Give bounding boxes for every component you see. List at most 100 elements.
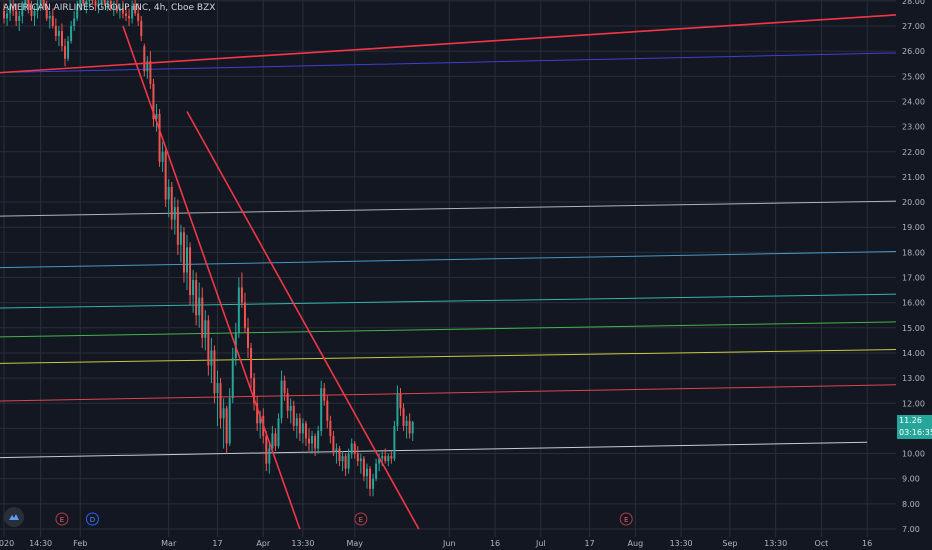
chart-grid: [0, 0, 896, 537]
candle-body: [70, 26, 73, 42]
candle-body: [6, 13, 9, 19]
y-tick-label: 26.00: [902, 47, 925, 56]
candle-body: [182, 232, 185, 273]
candle-body: [381, 456, 384, 459]
y-tick-label: 24.00: [902, 97, 925, 106]
price-scale[interactable]: [896, 0, 932, 550]
candle-body: [237, 287, 240, 333]
event-marker[interactable]: [354, 512, 368, 526]
countdown-badge: 03:16:35: [897, 426, 932, 439]
y-tick-label: 7.00: [902, 525, 920, 534]
candle-body: [143, 46, 146, 72]
candle-body: [18, 15, 21, 21]
time-scale[interactable]: [0, 537, 932, 550]
candle-body: [24, 0, 27, 4]
candle-body: [33, 10, 36, 16]
candle-body: [372, 478, 375, 489]
level-line[interactable]: [0, 321, 920, 338]
trend-line[interactable]: [0, 12, 920, 76]
x-axis-labels: 2020 14:30 Feb Mar 17 Apr 13:30 May Jun 16 Jul 17 Au…: [0, 539, 872, 548]
x-tick-label: 2020: [0, 539, 14, 548]
candle-body: [195, 280, 198, 316]
candles: [3, 0, 414, 497]
event-marker[interactable]: [85, 512, 99, 526]
x-tick-label: Aug: [628, 539, 644, 548]
candle-body: [64, 46, 66, 59]
candle-body: [137, 13, 140, 21]
candle-body: [198, 297, 201, 316]
candle-body: [399, 393, 402, 409]
candle-body: [231, 357, 234, 399]
y-tick-label: 9.00: [902, 475, 920, 484]
candle-body: [21, 3, 24, 16]
candle-body: [149, 61, 152, 84]
candle-body: [283, 380, 286, 394]
trend-line[interactable]: [122, 25, 301, 530]
candle-body: [186, 247, 188, 273]
candle-body: [259, 415, 262, 424]
candle-body: [91, 0, 94, 1]
candle-body: [36, 3, 39, 11]
level-line[interactable]: [0, 200, 920, 217]
symbol-title: AMERICAN AIRLINES GROUP INC, 4h, Cboe BZ…: [3, 3, 216, 13]
candle-body: [332, 435, 335, 452]
candle-body: [323, 388, 326, 401]
candle-body: [289, 405, 292, 411]
candle-body: [277, 418, 280, 447]
x-tick-label: Oct: [814, 539, 828, 548]
candle-body: [314, 435, 317, 449]
y-tick-label: 12.00: [902, 399, 925, 408]
candle-body: [140, 20, 143, 37]
event-marker[interactable]: [55, 512, 69, 526]
trend-lines: [0, 12, 920, 530]
candle-body: [158, 114, 161, 162]
x-tick-label: 13:30: [291, 539, 314, 548]
candle-body: [51, 15, 54, 26]
candle-body: [265, 435, 268, 464]
candle-body: [308, 438, 310, 444]
candle-body: [405, 420, 408, 426]
y-tick-label: 25.00: [902, 72, 925, 81]
candle-body: [256, 403, 259, 424]
x-tick-label: 17: [585, 539, 595, 548]
candle-body: [369, 468, 371, 489]
candle-body: [292, 405, 295, 426]
candle-body: [118, 8, 121, 11]
candle-body: [219, 383, 222, 419]
candle-body: [121, 8, 124, 14]
last-price-badge: 11.26: [897, 414, 932, 427]
candle-body: [12, 5, 15, 11]
candle-body: [189, 247, 192, 296]
y-tick-label: 8.00: [902, 500, 920, 509]
candle-body: [402, 408, 405, 426]
tradingview-logo-icon[interactable]: [4, 507, 24, 527]
y-tick-label: 20.00: [902, 198, 925, 207]
candle-body: [88, 0, 91, 1]
y-tick-label: 18.00: [902, 248, 925, 257]
y-tick-label: 27.00: [902, 22, 925, 31]
candle-body: [201, 297, 204, 338]
level-line[interactable]: [0, 293, 920, 309]
event-marker-label: D: [90, 516, 95, 524]
level-line[interactable]: [0, 51, 920, 74]
candle-body: [222, 408, 225, 419]
level-line[interactable]: [0, 383, 920, 402]
candle-body: [106, 0, 109, 4]
trend-line[interactable]: [186, 111, 420, 530]
candle-body: [54, 26, 57, 37]
candle-body: [161, 151, 164, 162]
level-line[interactable]: [0, 348, 920, 364]
candle-body: [176, 207, 179, 245]
event-marker[interactable]: [619, 512, 633, 526]
level-line[interactable]: [0, 250, 920, 269]
level-line[interactable]: [0, 441, 868, 459]
candle-body: [247, 327, 249, 348]
candle-body: [320, 388, 323, 431]
candle-body: [378, 458, 381, 464]
candle-body: [131, 5, 134, 19]
candle-body: [15, 10, 18, 21]
candle-body: [155, 114, 158, 120]
candle-body: [301, 423, 304, 434]
